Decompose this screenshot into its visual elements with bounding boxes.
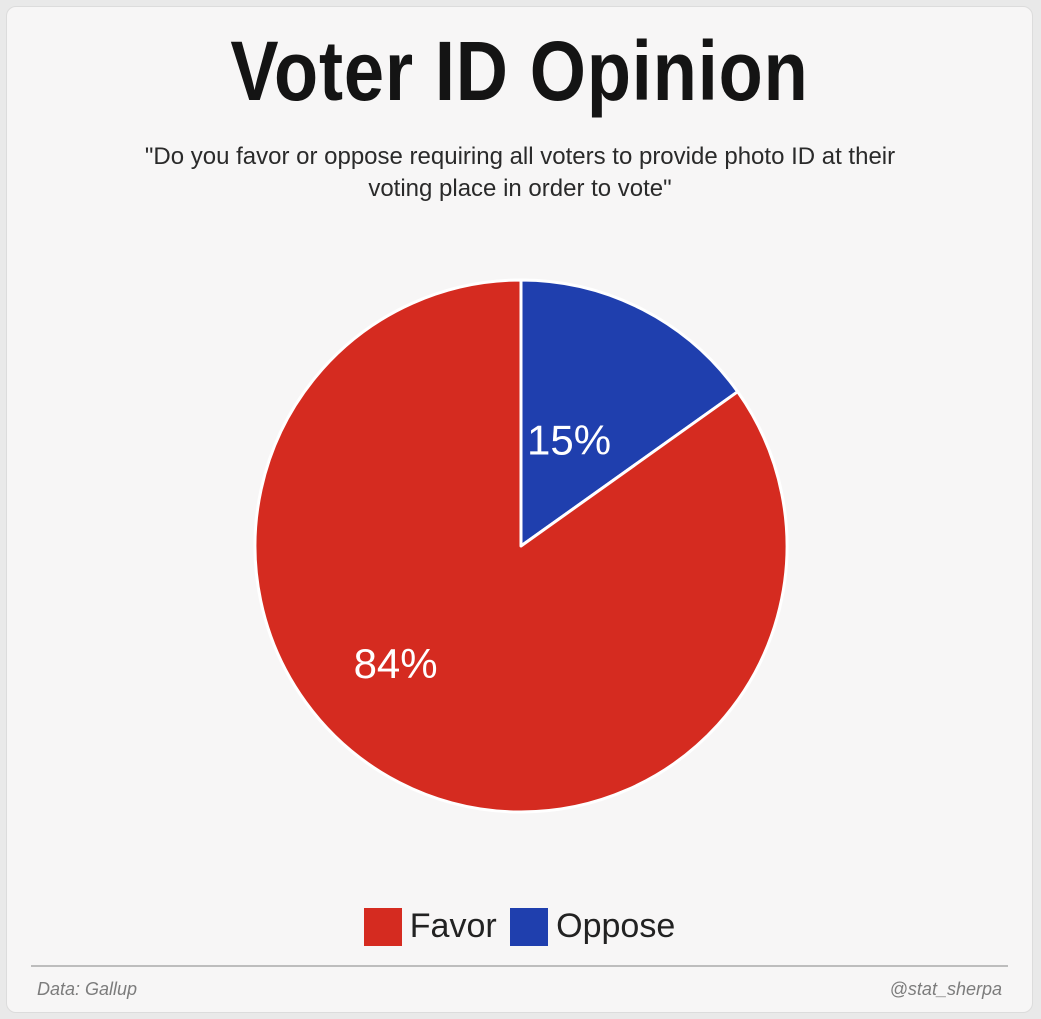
slice-label-oppose: 15%: [527, 416, 611, 463]
legend-label-favor: Favor: [409, 907, 497, 945]
chart-title: Voter ID Opinion: [230, 24, 809, 118]
legend-swatch-favor: [363, 907, 402, 946]
pie-chart: 15% 84%: [253, 278, 789, 814]
legend: Favor Oppose: [7, 907, 1032, 955]
slice-label-favor: 84%: [354, 640, 438, 687]
chart-card: Voter ID Opinion "Do you favor or oppose…: [6, 6, 1033, 1013]
pie-slice-oppose: [519, 278, 740, 548]
legend-item-oppose: Oppose: [510, 907, 675, 946]
legend-item-favor: Favor: [363, 907, 497, 946]
chart-subtitle: "Do you favor or oppose requiring all vo…: [144, 143, 896, 202]
pie-slice-favor: [253, 278, 789, 814]
footer-divider: [31, 965, 1008, 967]
credit-note: @stat_sherpa: [889, 979, 1002, 999]
legend-swatch-oppose: [510, 907, 549, 946]
source-note: Data: Gallup: [37, 979, 138, 999]
pie-group: 15% 84%: [253, 278, 789, 814]
legend-label-oppose: Oppose: [556, 907, 676, 945]
